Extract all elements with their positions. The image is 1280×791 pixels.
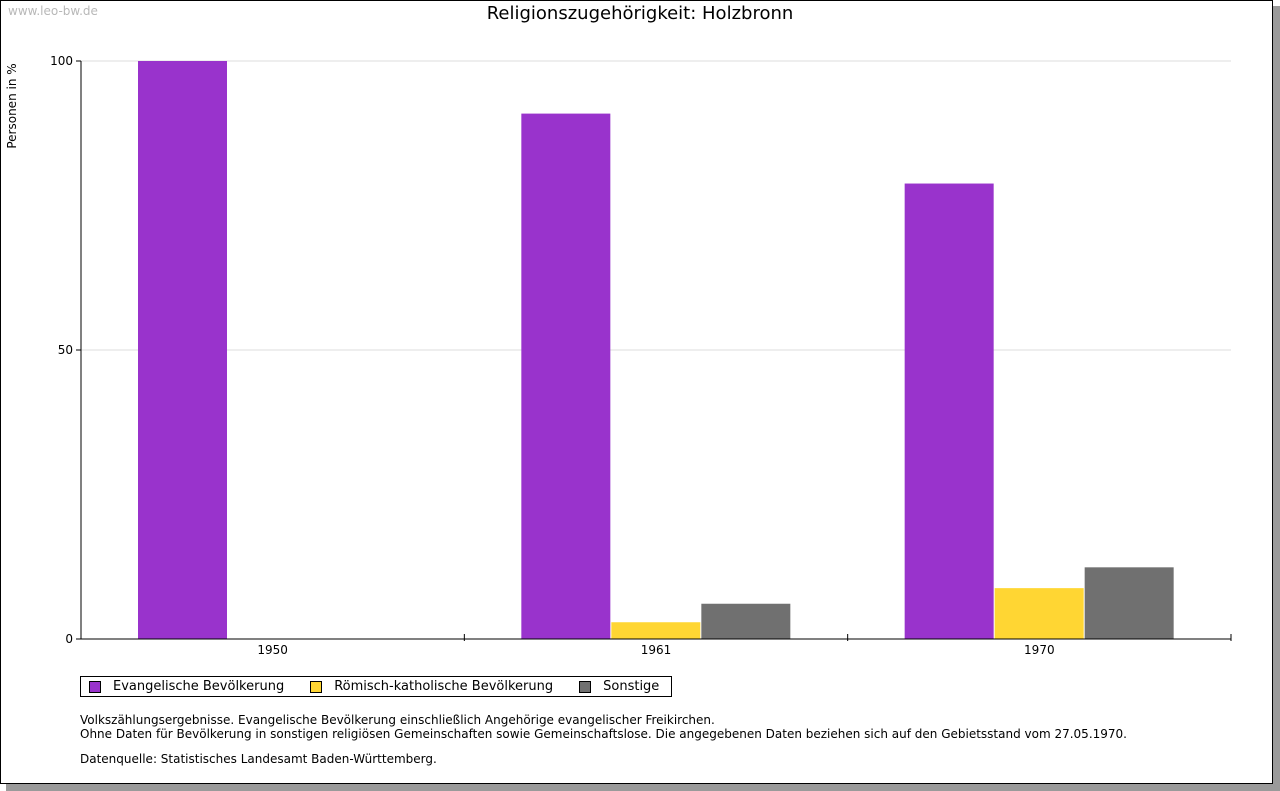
- legend-item: Sonstige: [579, 679, 659, 694]
- bar-layer: [138, 61, 1174, 639]
- y-tick-label: 100: [50, 54, 73, 68]
- axis-layer: 0 50 100 1950 1961 1970: [50, 54, 1232, 657]
- bar-1961-1: [611, 622, 701, 639]
- note-line-2: Ohne Daten für Bevölkerung in sonstigen …: [80, 727, 1127, 741]
- legend-swatch: [89, 680, 101, 693]
- chart-plot: 0 50 100 1950 1961 1970 Personen in %: [5, 54, 1232, 657]
- x-tick-label: 1970: [1024, 643, 1055, 657]
- bar-1961-0: [521, 113, 611, 639]
- grid-layer: [81, 60, 1231, 351]
- legend-item: Evangelische Bevölkerung: [89, 679, 284, 694]
- watermark[interactable]: www.leo-bw.de: [8, 4, 98, 18]
- x-tick-label: 1961: [641, 643, 672, 657]
- y-axis-title: Personen in %: [5, 63, 19, 148]
- y-tick-label: 50: [58, 343, 73, 357]
- chart-title: Religionszugehörigkeit: Holzbronn: [486, 3, 794, 24]
- bar-1970-0: [904, 183, 994, 639]
- data-source: Datenquelle: Statistisches Landesamt Bad…: [80, 752, 437, 766]
- bar-1970-1: [994, 588, 1084, 639]
- legend-label: Sonstige: [603, 679, 660, 694]
- bar-1970-2: [1084, 567, 1174, 639]
- bar-1950-0: [138, 61, 227, 639]
- frame-shadow-bottom: [6, 784, 1280, 791]
- x-tick-label: 1950: [257, 643, 288, 657]
- legend: Evangelische Bevölkerung Römisch-katholis…: [80, 676, 673, 697]
- legend-label: Römisch-katholische Bevölkerung: [334, 679, 554, 694]
- y-tick-label: 0: [65, 632, 73, 646]
- bar-1961-2: [701, 603, 791, 639]
- frame-shadow-right: [1273, 6, 1280, 791]
- note-line-1: Volkszählungsergebnisse. Evangelische Be…: [80, 713, 715, 727]
- legend-item: Römisch-katholische Bevölkerung: [310, 679, 553, 694]
- legend-swatch: [579, 680, 592, 693]
- legend-label: Evangelische Bevölkerung: [113, 679, 285, 694]
- notes: Volkszählungsergebnisse. Evangelische Be…: [80, 713, 1127, 741]
- legend-swatch: [310, 680, 323, 693]
